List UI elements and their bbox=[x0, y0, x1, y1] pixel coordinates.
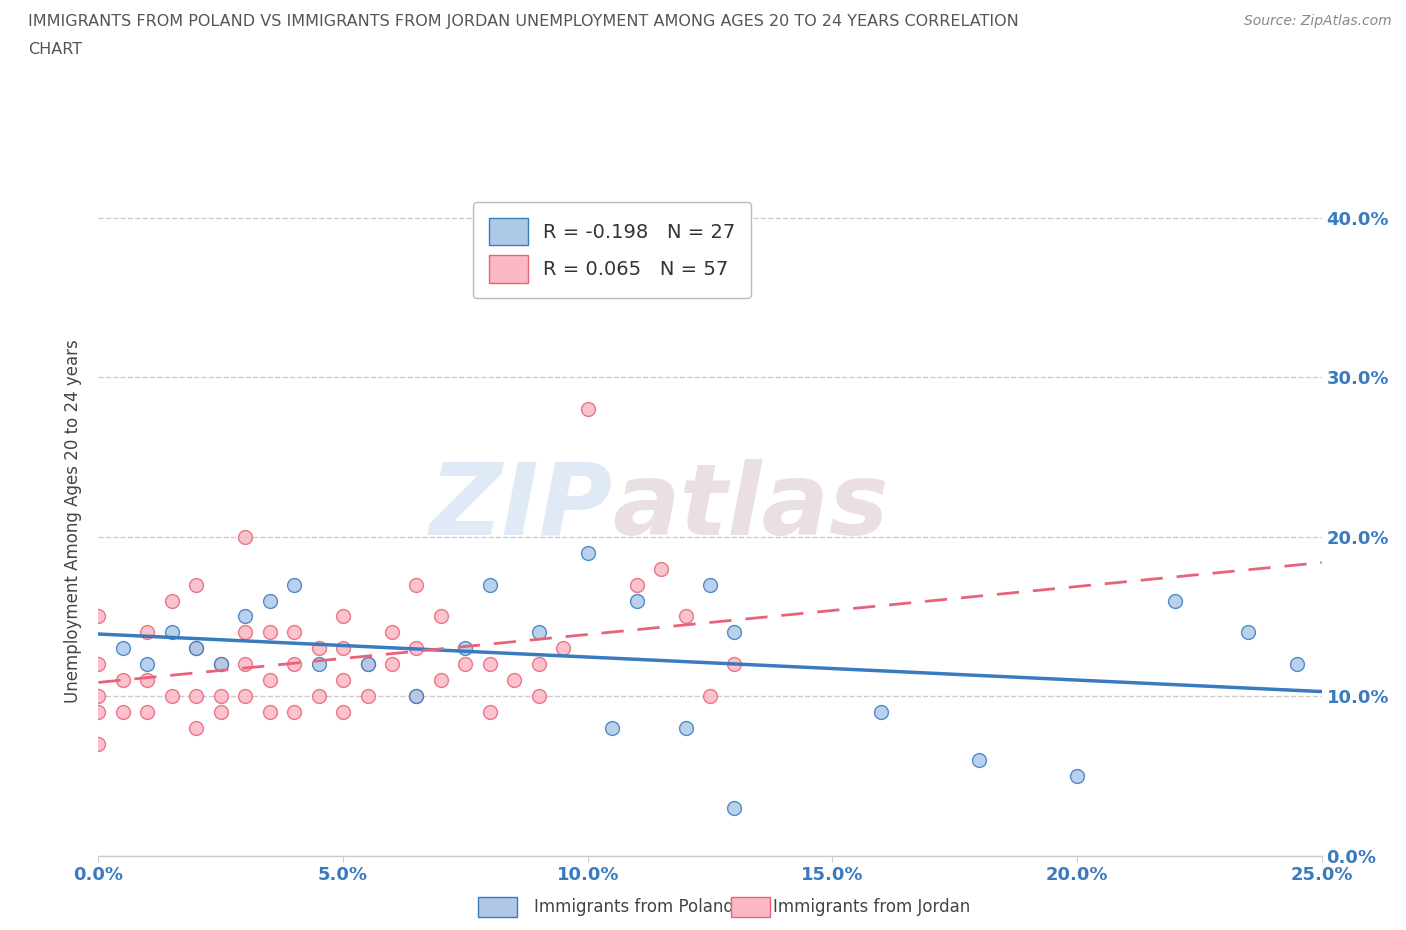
Point bbox=[136, 705, 159, 720]
Point bbox=[259, 593, 281, 608]
Point bbox=[332, 705, 354, 720]
Point bbox=[160, 689, 183, 704]
Point bbox=[283, 625, 305, 640]
Point bbox=[478, 578, 501, 592]
Point bbox=[356, 689, 378, 704]
Point bbox=[478, 705, 501, 720]
Text: Source: ZipAtlas.com: Source: ZipAtlas.com bbox=[1244, 14, 1392, 28]
Point bbox=[209, 657, 232, 671]
Point bbox=[454, 657, 477, 671]
Point bbox=[454, 641, 477, 656]
Point bbox=[259, 672, 281, 687]
Point bbox=[308, 657, 330, 671]
Point bbox=[233, 657, 256, 671]
Point bbox=[576, 402, 599, 417]
Point bbox=[186, 641, 208, 656]
Text: CHART: CHART bbox=[28, 42, 82, 57]
Point bbox=[723, 625, 745, 640]
Point bbox=[332, 672, 354, 687]
Point bbox=[308, 641, 330, 656]
Point bbox=[87, 657, 110, 671]
Point bbox=[675, 609, 697, 624]
Point bbox=[1286, 657, 1309, 671]
Point bbox=[430, 672, 453, 687]
Text: IMMIGRANTS FROM POLAND VS IMMIGRANTS FROM JORDAN UNEMPLOYMENT AMONG AGES 20 TO 2: IMMIGRANTS FROM POLAND VS IMMIGRANTS FRO… bbox=[28, 14, 1019, 29]
Point bbox=[308, 689, 330, 704]
Point bbox=[186, 689, 208, 704]
Point bbox=[356, 657, 378, 671]
Point bbox=[283, 578, 305, 592]
Point bbox=[699, 689, 721, 704]
Point bbox=[186, 721, 208, 736]
Point bbox=[136, 625, 159, 640]
Point bbox=[87, 689, 110, 704]
Point bbox=[136, 672, 159, 687]
Point bbox=[332, 641, 354, 656]
Point bbox=[478, 657, 501, 671]
Point bbox=[186, 641, 208, 656]
Point bbox=[699, 578, 721, 592]
Point bbox=[576, 545, 599, 560]
Point bbox=[111, 641, 134, 656]
Point bbox=[87, 609, 110, 624]
Point bbox=[553, 641, 575, 656]
Point bbox=[723, 657, 745, 671]
Point bbox=[626, 578, 648, 592]
Point bbox=[233, 625, 256, 640]
Point bbox=[527, 689, 550, 704]
Point bbox=[381, 657, 404, 671]
Text: Immigrants from Poland: Immigrants from Poland bbox=[534, 897, 734, 916]
Point bbox=[233, 689, 256, 704]
Point bbox=[723, 801, 745, 816]
Point bbox=[870, 705, 893, 720]
Point bbox=[283, 657, 305, 671]
Point bbox=[259, 705, 281, 720]
Point bbox=[111, 672, 134, 687]
Point bbox=[527, 657, 550, 671]
Point bbox=[1237, 625, 1260, 640]
Point bbox=[967, 752, 990, 767]
Text: atlas: atlas bbox=[612, 458, 889, 556]
Legend: R = -0.198   N = 27, R = 0.065   N = 57: R = -0.198 N = 27, R = 0.065 N = 57 bbox=[474, 203, 751, 299]
Point bbox=[233, 529, 256, 544]
Point bbox=[405, 689, 427, 704]
Point bbox=[430, 609, 453, 624]
Point bbox=[332, 609, 354, 624]
Point bbox=[209, 705, 232, 720]
Point bbox=[283, 705, 305, 720]
Point bbox=[136, 657, 159, 671]
Point bbox=[209, 657, 232, 671]
Point bbox=[259, 625, 281, 640]
Y-axis label: Unemployment Among Ages 20 to 24 years: Unemployment Among Ages 20 to 24 years bbox=[65, 339, 83, 703]
Point bbox=[209, 689, 232, 704]
Point bbox=[381, 625, 404, 640]
Point bbox=[186, 578, 208, 592]
Point bbox=[405, 641, 427, 656]
Point bbox=[233, 609, 256, 624]
Point bbox=[87, 705, 110, 720]
Point bbox=[527, 625, 550, 640]
Point bbox=[405, 689, 427, 704]
Point bbox=[503, 672, 526, 687]
Text: Immigrants from Jordan: Immigrants from Jordan bbox=[773, 897, 970, 916]
Point bbox=[650, 561, 672, 576]
Point bbox=[160, 625, 183, 640]
Point bbox=[405, 578, 427, 592]
Text: ZIP: ZIP bbox=[429, 458, 612, 556]
Point bbox=[600, 721, 623, 736]
Point bbox=[626, 593, 648, 608]
Point bbox=[87, 737, 110, 751]
Point bbox=[675, 721, 697, 736]
Point bbox=[356, 657, 378, 671]
Point bbox=[111, 705, 134, 720]
Point bbox=[160, 593, 183, 608]
Point bbox=[1066, 768, 1088, 783]
Point bbox=[1164, 593, 1187, 608]
